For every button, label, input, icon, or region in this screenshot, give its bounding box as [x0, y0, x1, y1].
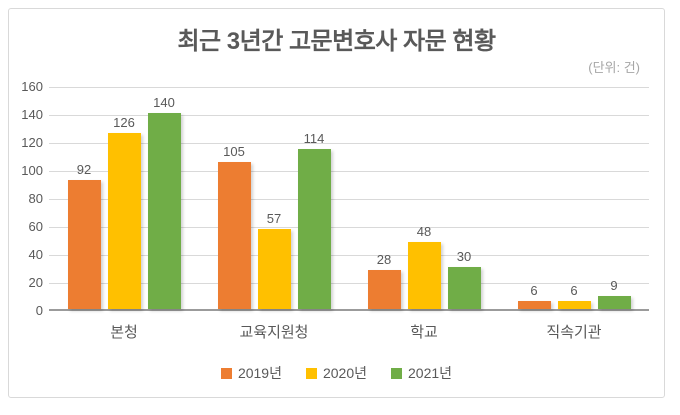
- bar-value-label: 6: [570, 282, 578, 298]
- gridline: [49, 199, 649, 200]
- bar-s2-c3: [597, 296, 631, 309]
- y-tick-label: 160: [21, 79, 43, 94]
- gridline: [49, 115, 649, 116]
- bar-s0-c0: [67, 180, 101, 309]
- bar-s0-c2: [367, 269, 401, 309]
- bar-group-2: 28 48 30: [349, 87, 499, 309]
- y-tick-label: 80: [28, 191, 43, 206]
- bar-value-label: 28: [376, 251, 392, 267]
- bar-wrap: 114: [297, 87, 331, 309]
- bar-s2-c0: [147, 113, 181, 309]
- bar-wrap: 126: [107, 87, 141, 309]
- y-tick-label: 120: [21, 135, 43, 150]
- bar-wrap: 9: [597, 87, 631, 309]
- bar-value-label: 9: [610, 278, 618, 294]
- gridline: [49, 87, 649, 88]
- bar-value-label: 30: [456, 249, 472, 264]
- x-axis-labels: 본청 교육지원청 학교 직속기관: [49, 321, 649, 342]
- bar-s0-c1: [217, 162, 251, 309]
- bar-s2-c1: [297, 149, 331, 309]
- bar-wrap: 140: [147, 87, 181, 309]
- y-tick-label: 60: [28, 219, 43, 234]
- y-tick-label: 40: [28, 247, 43, 262]
- bar-wrap: 30: [447, 87, 481, 309]
- x-category-label: 학교: [410, 324, 438, 341]
- bar-wrap: 92: [67, 87, 101, 309]
- legend-item: 2020년: [305, 363, 368, 383]
- legend: 2019년 2020년 2021년: [9, 363, 664, 383]
- bar-s0-c3: [517, 300, 551, 309]
- bar-value-label: 114: [303, 131, 325, 147]
- bar-group-3: 6 6 9: [499, 87, 649, 309]
- bar-s1-c2: [407, 241, 441, 309]
- bar-wrap: 48: [407, 87, 441, 309]
- bar-value-label: 6: [530, 282, 538, 298]
- bar-value-label: 140: [153, 95, 175, 110]
- bar-wrap: 6: [557, 87, 591, 309]
- gridline: [49, 143, 649, 144]
- y-tick-label: 100: [21, 163, 43, 178]
- bar-wrap: 57: [257, 87, 291, 309]
- chart-title: 최근 3년간 고문변호사 자문 현황: [177, 28, 496, 55]
- bar-value-label: 57: [266, 211, 282, 227]
- bar-wrap: 28: [367, 87, 401, 309]
- x-category-label: 교육지원청: [239, 324, 309, 341]
- bar-value-label: 105: [223, 144, 245, 159]
- gridline: [49, 283, 649, 284]
- gridline: [49, 255, 649, 256]
- bar-s1-c0: [107, 132, 141, 309]
- bar-s1-c1: [257, 229, 291, 309]
- legend-item: 2019년: [220, 363, 282, 383]
- legend-label: 2019년: [237, 365, 282, 381]
- y-tick-label: 20: [28, 275, 43, 290]
- bar-s2-c2: [447, 267, 481, 309]
- bar-wrap: 6: [517, 87, 551, 309]
- legend-swatch-icon: [391, 367, 403, 379]
- bar-value-label: 48: [416, 223, 432, 239]
- gridline: [49, 227, 649, 228]
- y-tick-label: 140: [21, 107, 43, 122]
- bar-s1-c3: [557, 300, 591, 309]
- unit-label: (단위: 건): [588, 60, 640, 75]
- x-category-label: 본청: [110, 324, 138, 341]
- bar-wrap: 105: [217, 87, 251, 309]
- bar-value-label: 92: [76, 162, 92, 178]
- legend-swatch-icon: [220, 367, 232, 379]
- x-category-label: 직속기관: [546, 324, 602, 341]
- bar-group-0: 92 126 140: [49, 87, 199, 309]
- y-tick-label: 0: [35, 303, 43, 318]
- gridline: [49, 171, 649, 172]
- legend-swatch-icon: [305, 367, 317, 379]
- bar-group-1: 105 57 114: [199, 87, 349, 309]
- legend-label: 2021년: [408, 365, 453, 381]
- legend-label: 2020년: [322, 365, 368, 381]
- plot-area: 92 126 140 105 57 114 28 48 30 6 6 9: [49, 87, 649, 311]
- bar-value-label: 126: [113, 114, 135, 130]
- legend-item: 2021년: [391, 363, 452, 383]
- chart-frame: 최근 3년간 고문변호사 자문 현황 (단위: 건) 92 126 140 105 57…: [8, 8, 665, 398]
